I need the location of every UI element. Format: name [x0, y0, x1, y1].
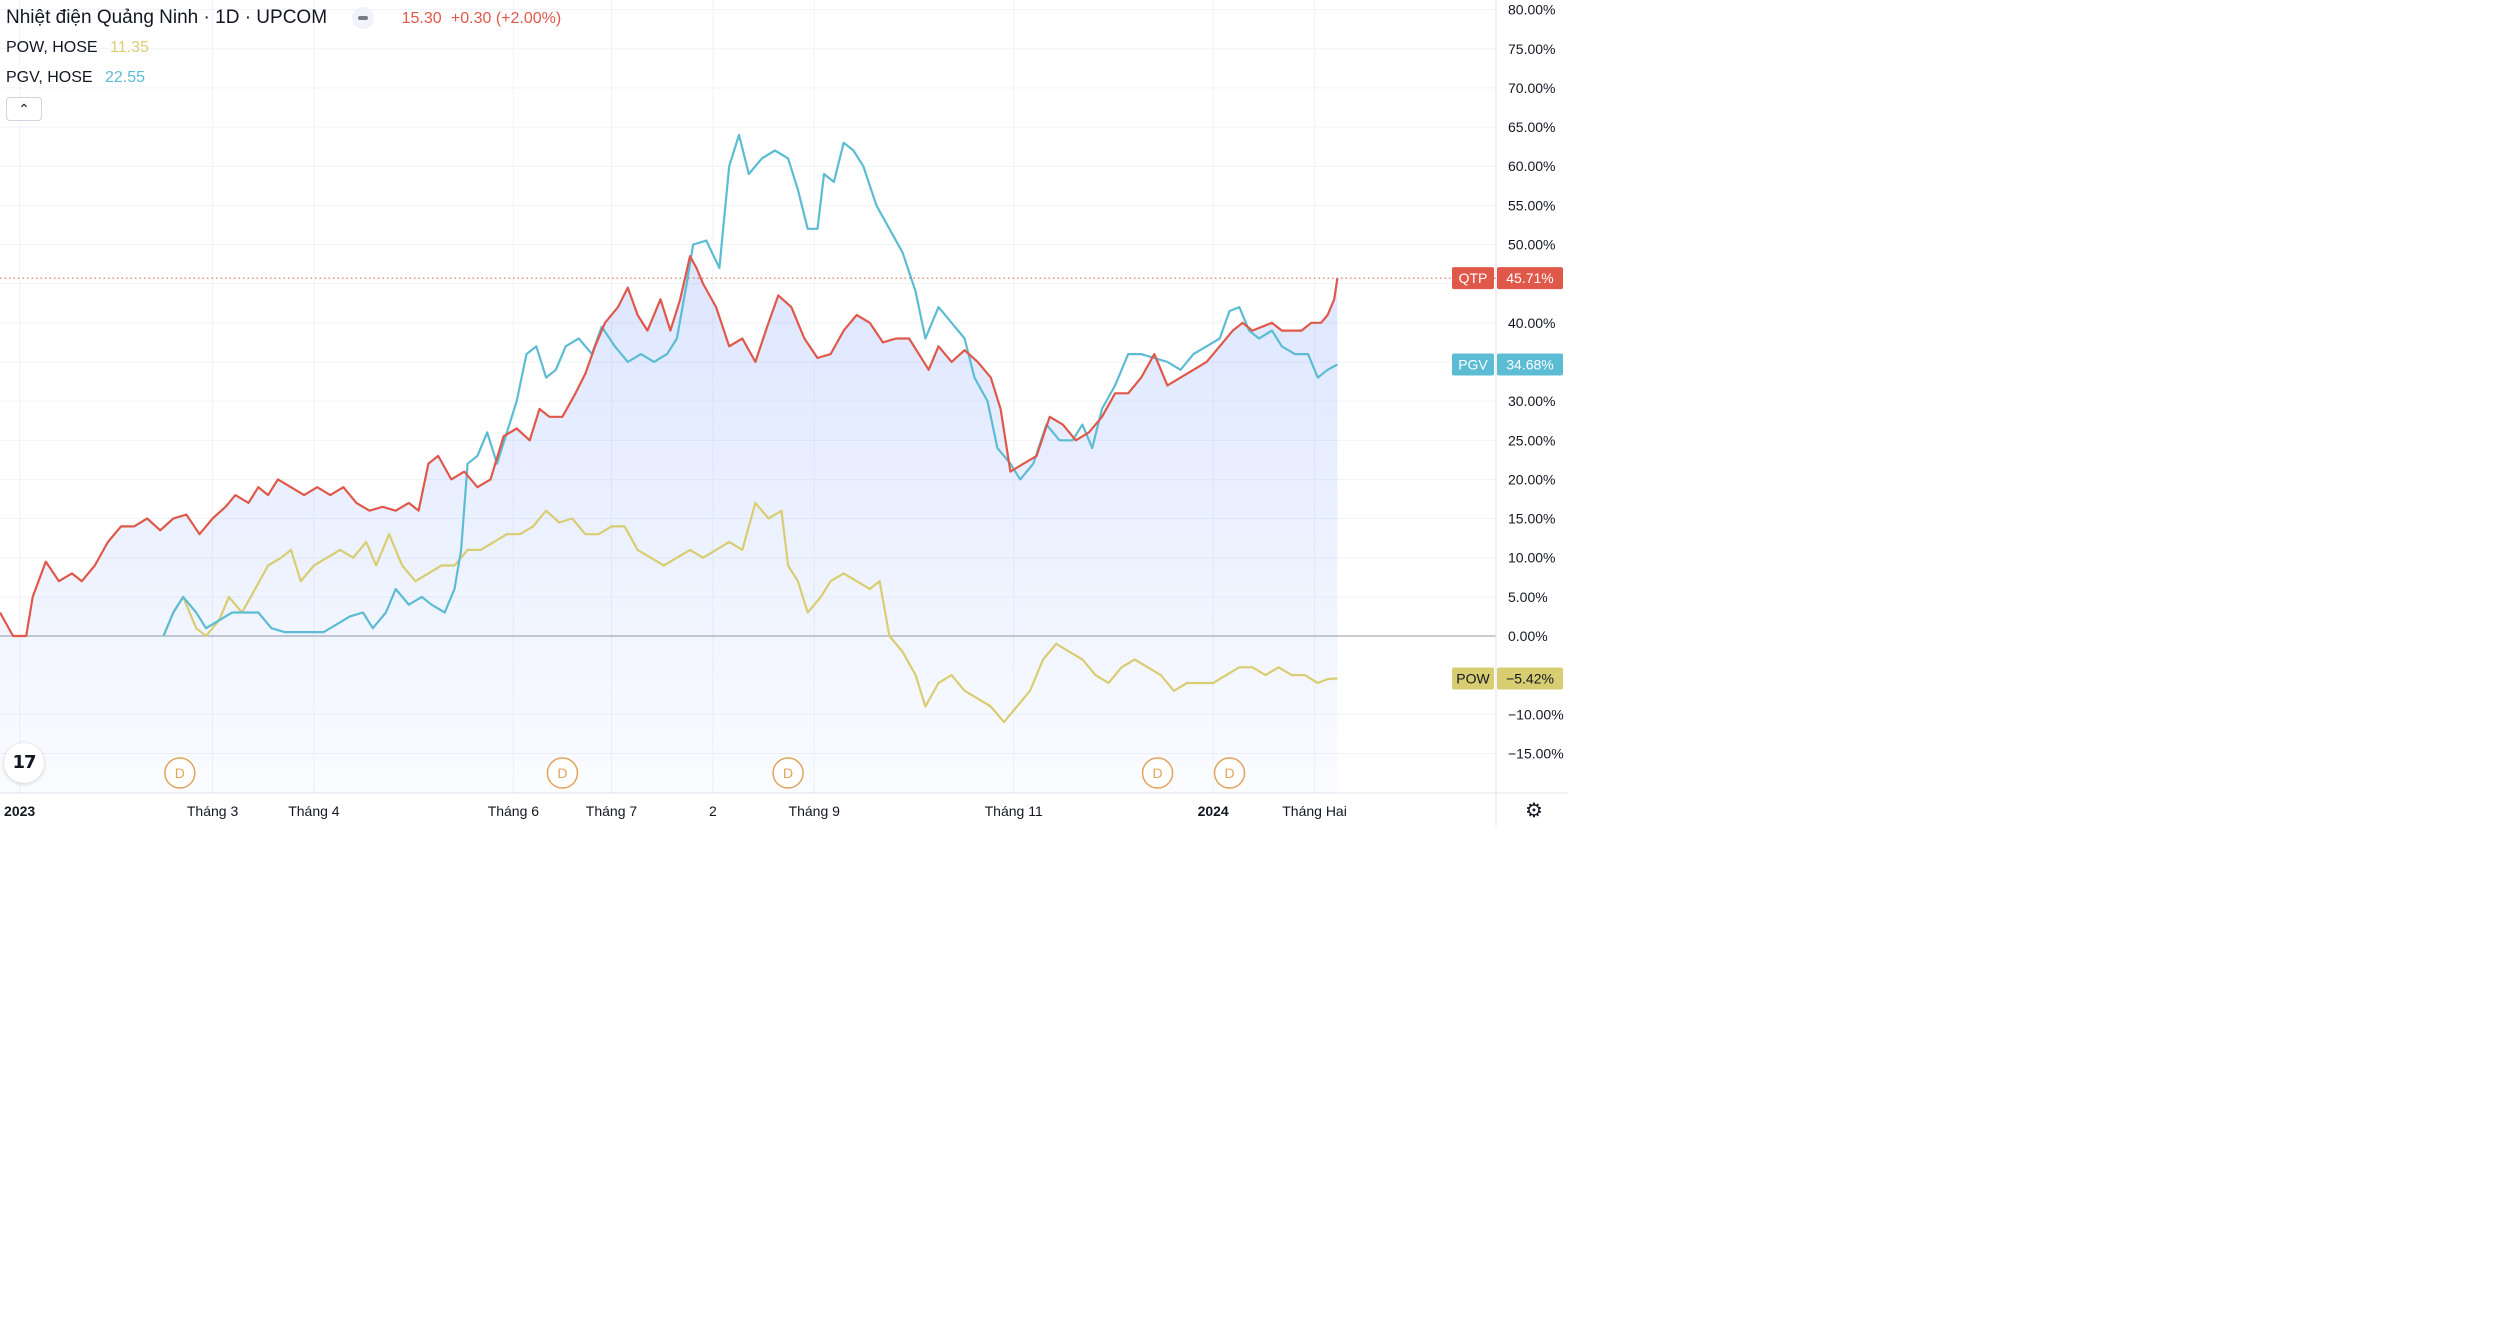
dividend-marker-label: D — [1153, 765, 1163, 781]
series-value-tag: −5.42% — [1506, 670, 1554, 686]
y-tick-label: 80.00% — [1508, 2, 1555, 18]
chart-area[interactable]: D D D D D 80.00% 75.00% 70.00% 65.00% 60.00% 55.0… — [0, 0, 1568, 826]
x-tick-label: Tháng 7 — [586, 803, 638, 819]
series-line-pgv — [162, 133, 1338, 637]
dividend-marker-label: D — [1224, 765, 1234, 781]
y-tick-label: 75.00% — [1508, 41, 1555, 57]
chart-symbol-title[interactable]: Nhiệt điện Quảng Ninh · 1D · UPCOM — [6, 7, 328, 29]
x-tick-label: Tháng Hai — [1282, 803, 1347, 819]
series-name-tag: QTP — [1459, 270, 1488, 286]
dividend-marker-label: D — [783, 765, 793, 781]
series-value-tag-bg — [1497, 267, 1563, 290]
x-tick-label: Tháng 11 — [985, 803, 1043, 819]
y-tick-label: 0.00% — [1508, 628, 1548, 644]
series-name-tag-bg — [1452, 267, 1494, 290]
eye-toggle-icon[interactable] — [352, 7, 375, 29]
series-lines — [0, 133, 1496, 724]
series-line-qtp — [0, 255, 1339, 638]
series-value-tag: 45.71% — [1506, 270, 1553, 286]
price-axis: 80.00% 75.00% 70.00% 65.00% 60.00% 55.00% 50.0… — [1508, 2, 1564, 762]
tradingview-logo-icon[interactable]: 17 — [4, 743, 44, 783]
compare-price: 11.35 — [110, 39, 149, 56]
legend-compare-pgv[interactable]: PGV, HOSE 22.55 — [6, 69, 145, 87]
series-line-pow — [162, 501, 1338, 724]
chart-legend-main: Nhiệt điện Quảng Ninh · 1D · UPCOM 15.30… — [6, 7, 561, 29]
y-tick-label: 65.00% — [1508, 119, 1555, 135]
y-tick-label: 50.00% — [1508, 237, 1555, 253]
gear-icon[interactable]: ⚙ — [1525, 800, 1543, 822]
x-tick-label: 2024 — [1198, 803, 1229, 819]
x-tick-label: 2 — [709, 803, 717, 819]
legend-compare-pow[interactable]: POW, HOSE 11.35 — [6, 39, 149, 57]
y-tick-label: 25.00% — [1508, 432, 1555, 448]
dividend-marker — [1213, 757, 1246, 789]
y-tick-label: 60.00% — [1508, 158, 1555, 174]
series-name-tag-bg — [1452, 353, 1494, 376]
series-value-tag-bg — [1497, 667, 1563, 690]
series-last-labels: QTP 45.71% PGV 34.68% POW −5.42% — [1452, 267, 1563, 690]
series-name-tag-bg — [1452, 667, 1494, 690]
dividend-marker-label: D — [557, 765, 567, 781]
series-name-tag: POW — [1456, 670, 1490, 686]
area-fill — [0, 256, 1338, 793]
main-price: 15.30 — [401, 10, 442, 28]
dividend-marker — [1141, 757, 1174, 789]
x-tick-label: Tháng 3 — [187, 803, 239, 819]
y-tick-label: 55.00% — [1508, 197, 1555, 213]
compare-symbol: POW, HOSE — [6, 39, 98, 56]
y-tick-label: −10.00% — [1508, 706, 1564, 722]
main-change: +0.30 (+2.00%) — [450, 10, 562, 28]
dividend-marker — [164, 757, 196, 789]
y-tick-label: 40.00% — [1508, 315, 1555, 331]
y-tick-label: −15.00% — [1508, 745, 1564, 761]
y-tick-label: 15.00% — [1508, 511, 1555, 527]
x-tick-label: 2023 — [4, 803, 35, 819]
series-value-tag: 34.68% — [1506, 356, 1553, 372]
y-tick-label: 70.00% — [1508, 80, 1555, 96]
x-tick-label: Tháng 6 — [488, 803, 540, 819]
dividend-marker — [546, 757, 579, 789]
y-tick-label: 30.00% — [1508, 393, 1555, 409]
series-name-tag: PGV — [1458, 356, 1488, 372]
dividend-marker — [772, 757, 804, 789]
y-tick-label: 5.00% — [1508, 589, 1548, 605]
chevron-up-icon[interactable]: ⌃ — [6, 97, 42, 121]
y-tick-label: 20.00% — [1508, 471, 1555, 487]
compare-price: 22.55 — [105, 69, 146, 86]
y-tick-label: 10.00% — [1508, 550, 1555, 566]
series-value-tag-bg — [1497, 353, 1563, 376]
x-tick-label: Tháng 4 — [288, 803, 340, 819]
compare-symbol: PGV, HOSE — [6, 69, 93, 86]
x-tick-label: Tháng 9 — [789, 803, 841, 819]
time-axis: 2023 Tháng 3 Tháng 4 Tháng 6 Tháng 7 2 Tháng 9… — [4, 803, 1347, 819]
area-fill-qtp — [0, 256, 1338, 793]
dividend-marker-label: D — [175, 765, 185, 781]
